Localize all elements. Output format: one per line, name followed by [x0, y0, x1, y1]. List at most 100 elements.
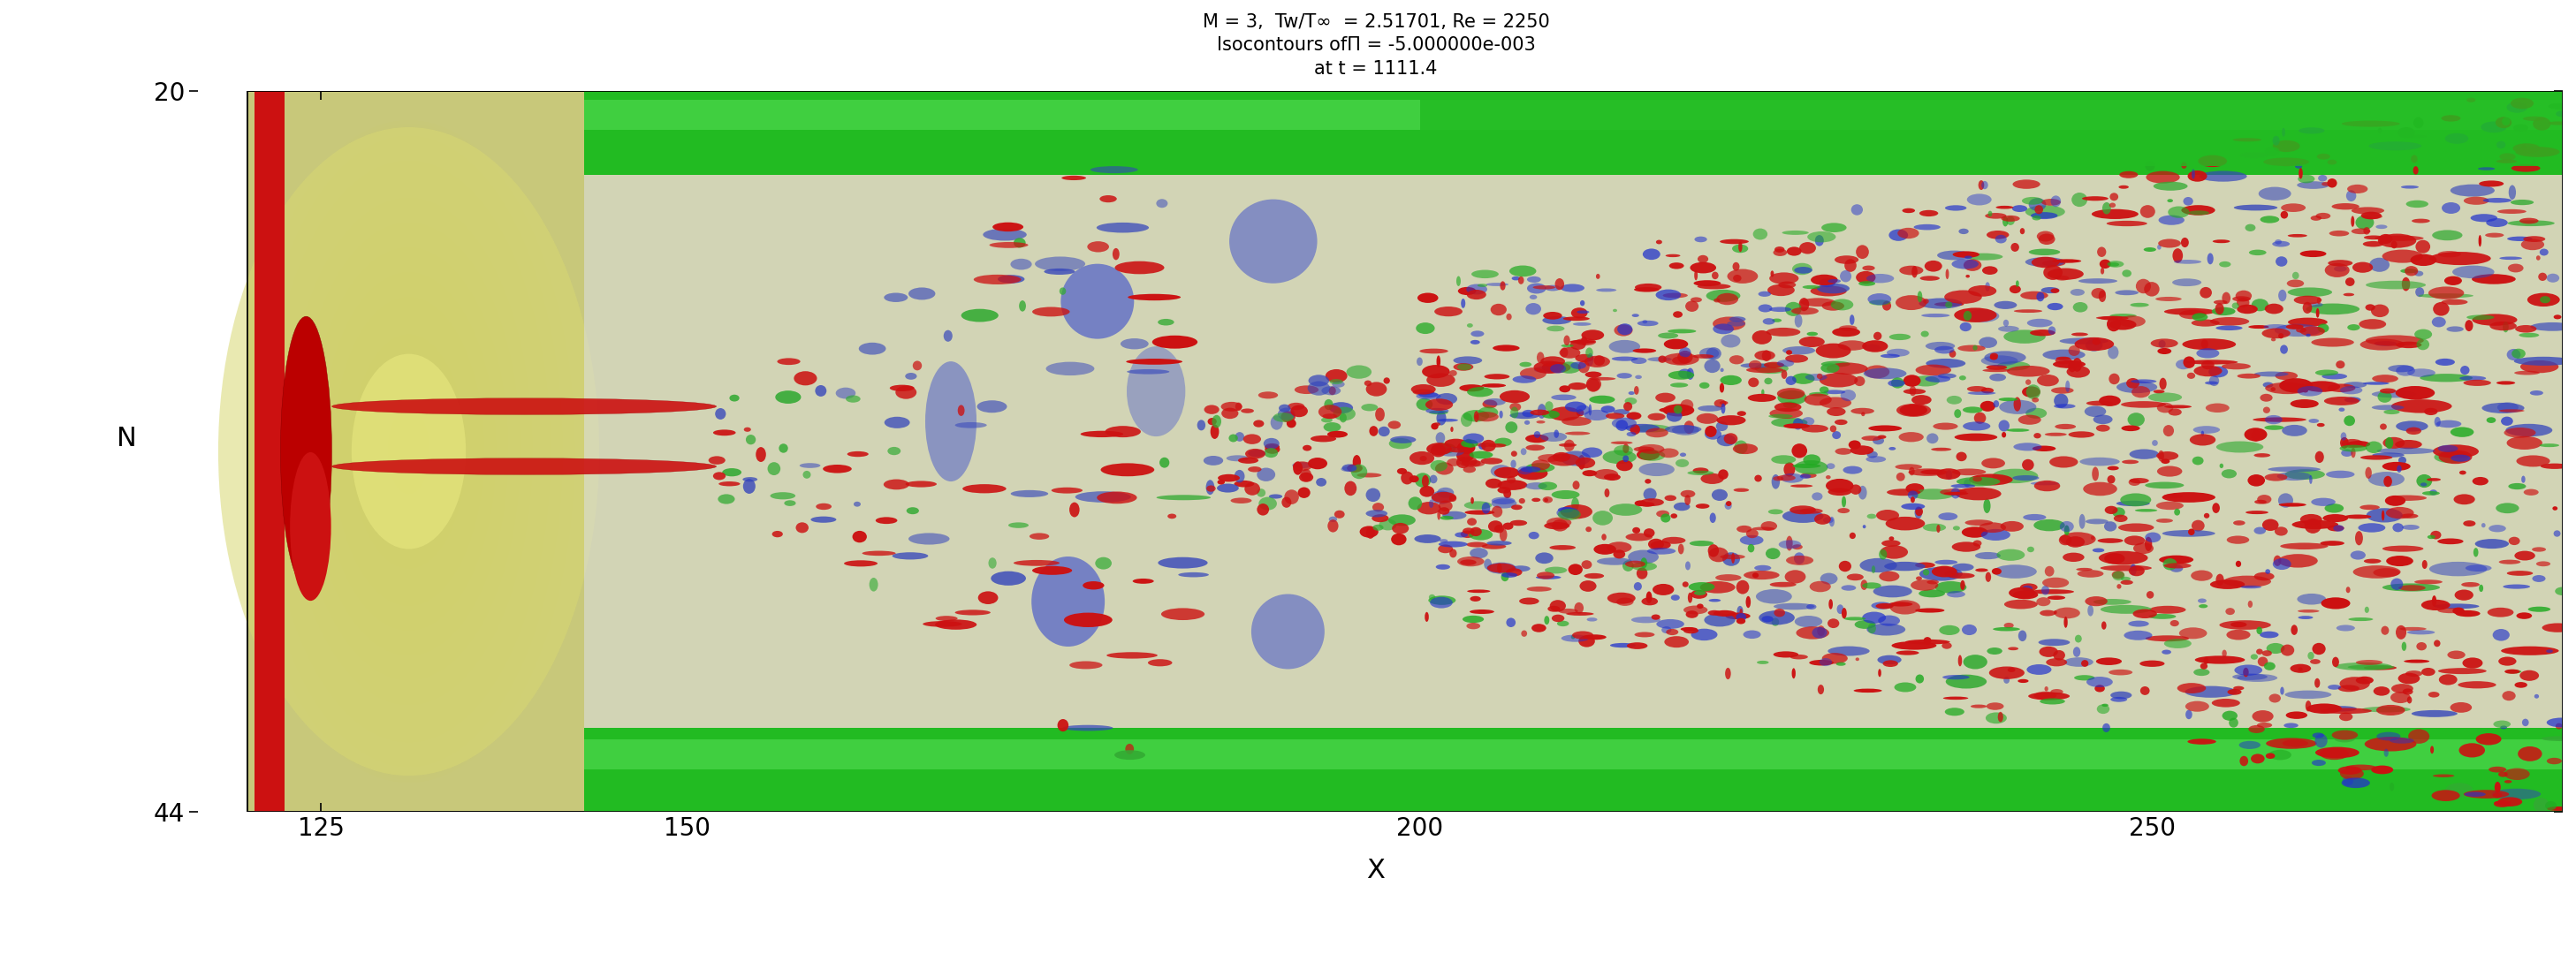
Ellipse shape [1569, 340, 1595, 343]
Ellipse shape [1821, 573, 1837, 585]
Ellipse shape [1463, 433, 1484, 444]
Ellipse shape [1435, 306, 1463, 317]
Ellipse shape [2391, 692, 2411, 703]
Ellipse shape [2187, 529, 2195, 535]
Ellipse shape [1242, 408, 1255, 413]
Ellipse shape [2272, 338, 2275, 342]
Ellipse shape [2280, 645, 2295, 656]
Ellipse shape [1935, 581, 1965, 593]
Ellipse shape [1432, 423, 1437, 429]
Ellipse shape [1741, 363, 1770, 368]
Ellipse shape [2050, 689, 2063, 695]
Ellipse shape [1466, 284, 1486, 295]
Ellipse shape [1862, 582, 1880, 589]
Ellipse shape [2298, 128, 2324, 134]
Ellipse shape [1811, 492, 1824, 501]
Ellipse shape [716, 408, 726, 420]
Ellipse shape [1329, 386, 1337, 395]
Ellipse shape [1157, 495, 1211, 500]
Ellipse shape [2342, 120, 2401, 127]
Ellipse shape [2032, 398, 2038, 403]
Ellipse shape [1893, 682, 1917, 692]
Ellipse shape [2275, 257, 2287, 266]
Ellipse shape [1007, 523, 1028, 529]
Ellipse shape [2360, 319, 2385, 329]
Ellipse shape [2522, 238, 2545, 250]
Ellipse shape [2030, 249, 2061, 256]
Ellipse shape [1538, 404, 1546, 419]
Ellipse shape [1461, 299, 1466, 308]
Ellipse shape [2115, 515, 2128, 522]
Ellipse shape [1561, 451, 1589, 466]
Ellipse shape [2445, 134, 2468, 144]
Ellipse shape [1396, 468, 1406, 474]
Ellipse shape [1726, 668, 1731, 679]
Ellipse shape [1479, 406, 1499, 418]
Ellipse shape [1546, 517, 1571, 528]
Ellipse shape [1664, 425, 1703, 433]
Ellipse shape [796, 523, 809, 533]
Ellipse shape [1471, 548, 1489, 558]
Ellipse shape [2504, 585, 2530, 589]
Ellipse shape [1455, 457, 1471, 468]
Ellipse shape [1950, 484, 1976, 487]
Ellipse shape [2306, 700, 2311, 712]
Ellipse shape [1543, 522, 1569, 529]
Ellipse shape [1710, 489, 1728, 501]
Ellipse shape [1785, 555, 1814, 565]
Ellipse shape [2393, 523, 2403, 532]
Ellipse shape [1700, 581, 1736, 593]
Ellipse shape [989, 557, 997, 569]
Ellipse shape [1437, 419, 1458, 422]
Ellipse shape [2388, 364, 2414, 372]
Ellipse shape [2123, 270, 2130, 277]
Ellipse shape [2434, 451, 2468, 463]
Ellipse shape [2184, 701, 2210, 712]
Ellipse shape [2084, 340, 2102, 351]
Ellipse shape [2391, 684, 2414, 694]
Ellipse shape [1262, 438, 1280, 449]
Ellipse shape [1448, 495, 1455, 502]
Ellipse shape [1610, 504, 1643, 516]
Ellipse shape [1625, 398, 1636, 404]
Ellipse shape [1875, 509, 1899, 521]
Ellipse shape [1522, 410, 1535, 417]
Ellipse shape [2117, 501, 2151, 507]
Ellipse shape [1667, 329, 1695, 333]
Ellipse shape [1656, 510, 1669, 517]
Ellipse shape [1435, 463, 1453, 475]
Ellipse shape [1128, 294, 1180, 301]
Ellipse shape [1945, 470, 1953, 480]
Ellipse shape [2125, 378, 2141, 388]
Ellipse shape [2249, 601, 2251, 608]
Ellipse shape [2200, 287, 2213, 299]
Ellipse shape [1437, 411, 1445, 425]
Ellipse shape [2476, 734, 2501, 745]
Ellipse shape [2081, 197, 2107, 200]
Ellipse shape [1744, 631, 1762, 639]
Ellipse shape [1584, 634, 1607, 640]
Ellipse shape [1855, 271, 1875, 283]
Ellipse shape [1481, 384, 1507, 387]
Ellipse shape [1803, 454, 1821, 466]
Ellipse shape [1955, 308, 1996, 322]
Ellipse shape [1932, 423, 1958, 430]
Ellipse shape [1937, 512, 1958, 520]
Ellipse shape [2130, 564, 2136, 575]
Ellipse shape [1795, 627, 1829, 639]
Ellipse shape [1623, 560, 1633, 571]
Ellipse shape [1430, 500, 1435, 508]
Ellipse shape [2236, 561, 2241, 567]
Ellipse shape [1963, 527, 1989, 538]
Ellipse shape [1772, 476, 1783, 481]
Ellipse shape [1911, 266, 1917, 278]
Ellipse shape [2094, 599, 2130, 605]
Ellipse shape [2110, 696, 2128, 702]
Ellipse shape [1638, 463, 1674, 476]
Ellipse shape [2352, 447, 2354, 458]
Ellipse shape [2452, 608, 2465, 614]
Ellipse shape [1432, 490, 1453, 504]
Ellipse shape [1821, 223, 1847, 233]
Ellipse shape [1700, 383, 1710, 388]
Ellipse shape [1901, 208, 1914, 213]
